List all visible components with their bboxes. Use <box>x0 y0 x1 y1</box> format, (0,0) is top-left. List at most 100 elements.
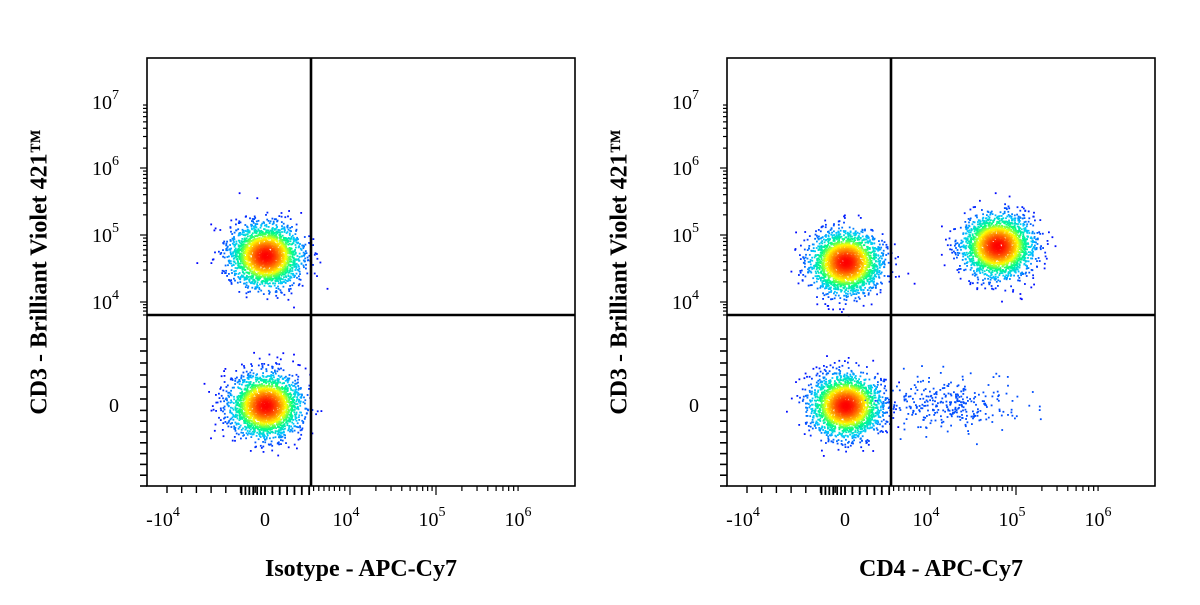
event-dot <box>288 252 291 255</box>
event-dot <box>227 421 230 424</box>
event-dot <box>289 275 292 278</box>
event-dot <box>232 239 235 242</box>
event-dot <box>247 423 249 426</box>
event-dot <box>230 262 232 265</box>
event-dot <box>283 408 285 411</box>
event-dot <box>251 393 253 396</box>
event-dot <box>281 425 283 428</box>
event-dot <box>294 379 297 382</box>
event-dot <box>306 394 309 396</box>
event-dot <box>228 255 230 258</box>
event-dot <box>269 423 272 426</box>
event-dot <box>251 270 254 273</box>
event-dot <box>288 425 291 427</box>
event-dot <box>275 398 278 400</box>
event-dot <box>305 252 308 254</box>
event-dot <box>267 282 270 285</box>
event-dot <box>230 281 233 284</box>
event-dot <box>292 419 294 421</box>
event-dot <box>286 377 289 380</box>
event-dot <box>227 401 230 404</box>
event-dot <box>288 210 290 212</box>
event-dot <box>256 418 259 421</box>
event-dot <box>234 439 236 442</box>
event-dot <box>244 238 247 241</box>
event-dot <box>252 425 255 428</box>
event-dot <box>288 418 291 420</box>
event-dot <box>243 365 245 367</box>
event-dot <box>239 277 241 280</box>
event-dot <box>268 285 271 287</box>
event-dot <box>267 273 269 276</box>
event-dot <box>260 394 263 397</box>
event-dot <box>272 436 275 439</box>
event-dot <box>276 267 279 270</box>
event-dot <box>273 252 275 255</box>
event-dot <box>293 266 296 268</box>
event-dot <box>258 247 261 249</box>
event-dot <box>267 380 269 383</box>
event-dot <box>260 396 263 399</box>
event-dot <box>267 443 270 446</box>
event-dot <box>304 402 306 405</box>
event-dot <box>237 273 240 275</box>
event-dot <box>265 437 268 440</box>
event-dot <box>258 419 261 422</box>
event-dot <box>242 249 244 252</box>
event-dot <box>281 257 284 259</box>
event-dot <box>269 234 271 237</box>
event-dot <box>248 419 251 422</box>
event-dot <box>247 267 250 270</box>
event-dot <box>276 396 279 399</box>
event-dot <box>248 424 251 427</box>
event-dot <box>311 409 314 411</box>
event-dot <box>254 280 257 283</box>
event-dot <box>256 392 258 395</box>
event-dot <box>279 271 282 274</box>
event-dot <box>249 395 252 398</box>
event-dot <box>268 389 271 392</box>
event-dot <box>222 242 225 245</box>
event-dot <box>238 379 241 381</box>
event-dot <box>244 215 247 218</box>
event-dot <box>240 265 243 268</box>
event-dot <box>230 401 233 404</box>
event-dot <box>212 258 215 261</box>
event-dot <box>269 237 271 239</box>
event-dot <box>248 257 250 260</box>
event-dot <box>304 367 307 370</box>
event-dot <box>257 228 260 231</box>
event-dot <box>275 294 278 297</box>
event-dot <box>283 423 286 425</box>
event-dot <box>281 412 284 415</box>
event-dot <box>267 220 270 222</box>
event-dot <box>250 225 253 228</box>
event-dot <box>283 250 285 253</box>
event-dot <box>240 255 243 257</box>
event-dot <box>267 422 270 425</box>
event-dot <box>244 407 246 409</box>
event-dot <box>254 268 257 271</box>
event-dot <box>247 285 250 288</box>
event-dot <box>287 429 290 432</box>
event-dot <box>284 272 287 275</box>
event-dot <box>252 421 255 424</box>
event-dot <box>232 418 235 421</box>
event-dot <box>267 364 270 366</box>
event-dot <box>276 356 279 359</box>
event-dot <box>268 387 271 390</box>
event-dot <box>233 238 236 241</box>
event-dot <box>238 222 240 224</box>
event-dot <box>294 274 296 277</box>
event-dot <box>286 388 289 391</box>
event-dot <box>294 415 297 418</box>
event-dot <box>263 273 266 276</box>
event-dot <box>282 428 285 431</box>
event-dot <box>272 418 275 421</box>
event-dot <box>244 413 247 416</box>
event-dot <box>256 283 258 286</box>
event-dot <box>271 379 274 381</box>
event-dot <box>222 410 224 413</box>
event-dot <box>297 400 300 403</box>
event-dot <box>255 274 257 277</box>
